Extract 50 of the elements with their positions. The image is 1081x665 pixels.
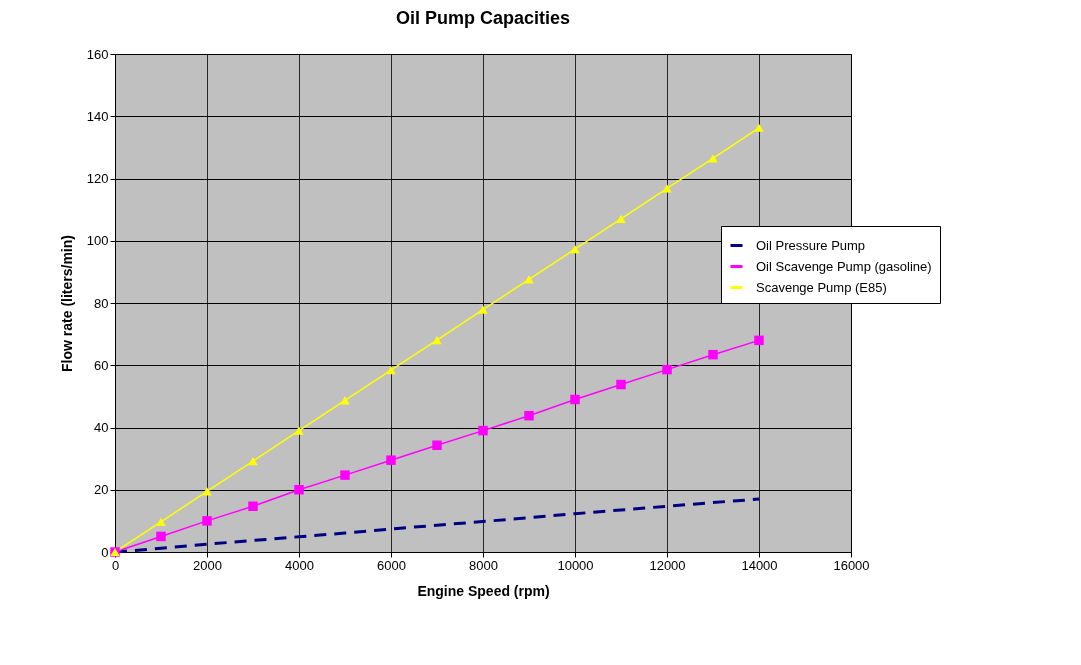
x-tick-label: 14000 [741,557,778,573]
point [708,349,718,360]
y-tick-label: 80 [94,295,109,311]
x-axis-title: Engine Speed (rpm) [417,582,550,599]
y-tick-label: 160 [86,46,109,62]
point [202,516,212,526]
x-tick-label: 16000 [833,557,870,573]
point [662,364,672,375]
x-tick-label: 8000 [469,557,498,573]
point [340,470,350,480]
point [524,410,534,421]
y-tick-label: 60 [94,357,109,373]
legend-label: Scavenge Pump (E85) [756,279,887,295]
x-tick-label: 10000 [557,557,594,573]
x-tick-label: 12000 [649,557,686,573]
point [478,305,488,314]
point [616,214,626,224]
point [156,517,166,526]
x-tick-label: 4000 [285,557,314,573]
chart-title: Oil Pump Capacities [395,8,571,28]
y-axis-title: Flow rate (liters/min) [58,235,75,372]
point [616,379,626,390]
point [754,335,764,346]
y-tick-label: 140 [86,108,109,124]
point [294,426,304,435]
point [386,455,396,465]
y-tick-label: 120 [86,171,109,186]
x-tick-label: 0 [111,557,120,573]
y-tick-label: 0 [101,544,109,560]
point [478,425,488,436]
legend-label: Oil Scavenge Pump (gasoline) [756,258,932,274]
point [570,245,580,254]
point [570,394,580,405]
x-tick-label: 6000 [377,557,406,573]
point [294,485,304,495]
y-tick-label: 100 [86,233,109,249]
point [386,366,396,375]
y-tick-label: 40 [94,420,109,435]
point [248,501,258,511]
point [432,335,442,345]
point [708,154,718,163]
y-tick-label: 20 [94,482,109,498]
legend-label: Oil Pressure Pump [756,237,866,253]
point [248,457,258,466]
point [662,184,672,193]
point [340,396,350,405]
point [156,531,166,542]
x-tick-label: 2000 [193,557,222,573]
point [754,123,764,132]
point [432,440,442,450]
